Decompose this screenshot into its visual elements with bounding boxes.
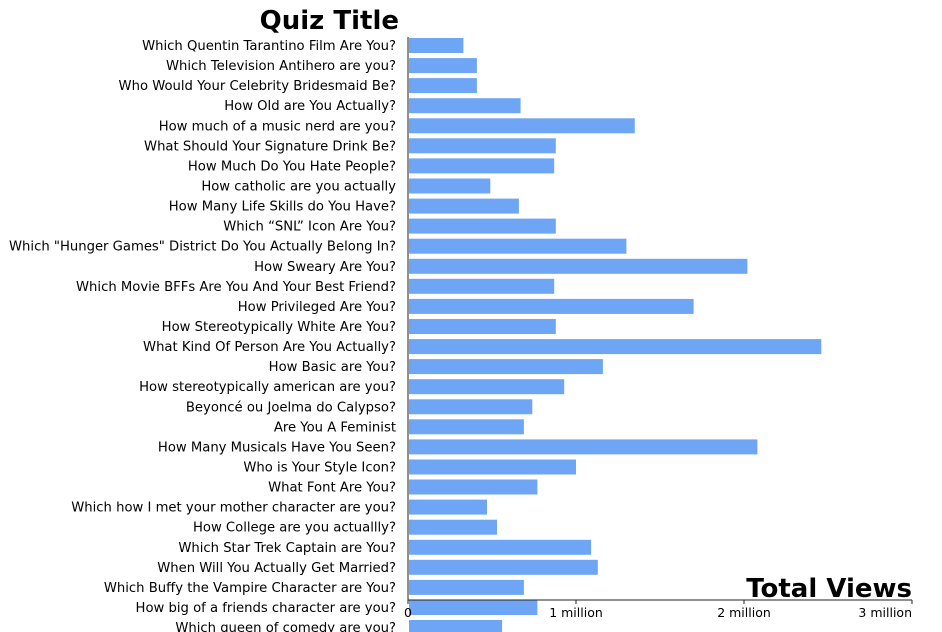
bar — [409, 580, 524, 595]
bar — [409, 78, 477, 93]
category-label: What Should Your Signature Drink Be? — [144, 139, 396, 154]
bar — [409, 219, 556, 234]
category-label: Who is Your Style Icon? — [243, 461, 396, 476]
bar — [409, 339, 821, 354]
x-tick-label: 3 million — [858, 605, 912, 620]
bar — [409, 98, 521, 113]
category-label: How College are you actuallly? — [193, 521, 396, 536]
bar — [409, 620, 502, 632]
x-tick-label: 2 million — [717, 605, 771, 620]
bar — [409, 259, 747, 274]
bar — [409, 179, 490, 194]
category-label: What Font Are You? — [268, 481, 396, 496]
chart-title: Quiz Title — [260, 6, 399, 36]
category-label: Are You A Feminist — [274, 420, 396, 435]
category-label: How Much Do You Hate People? — [188, 159, 396, 174]
category-label: How Old are You Actually? — [224, 99, 396, 114]
x-tick-label: 0 — [404, 605, 412, 620]
category-labels-group: Which Quentin Tarantino Film Are You? Whi… — [9, 39, 396, 632]
bar — [409, 379, 564, 394]
category-label: How Many Musicals Have You Seen? — [158, 440, 396, 455]
category-label: Which Buffy the Vampire Character are Yo… — [104, 581, 396, 596]
category-label: Beyoncé ou Joelma do Calypso? — [186, 399, 396, 415]
category-label: How catholic are you actually — [201, 180, 396, 195]
bar — [409, 520, 497, 535]
bar — [409, 319, 556, 334]
category-label: Which Television Antihero are you? — [166, 59, 396, 74]
bar — [409, 359, 603, 374]
bar — [409, 419, 524, 434]
bar — [409, 138, 556, 153]
bar — [409, 560, 598, 575]
category-label: Which Quentin Tarantino Film Are You? — [142, 39, 396, 54]
bar — [409, 480, 537, 495]
category-label: How Stereotypically White Are You? — [162, 320, 396, 335]
bar — [409, 600, 537, 615]
category-label: How Sweary Are You? — [254, 260, 396, 275]
category-label: Who Would Your Celebrity Bridesmaid Be? — [119, 79, 396, 94]
category-label: What Kind Of Person Are You Actually? — [143, 340, 396, 355]
bar — [409, 58, 477, 73]
bar — [409, 439, 757, 454]
category-label: Which how I met your mother character ar… — [71, 501, 396, 516]
category-label: When Will You Actually Get Married? — [157, 561, 396, 576]
bar — [409, 399, 532, 414]
bars-group — [409, 38, 821, 632]
category-label: How big of a friends character are you? — [136, 601, 396, 616]
category-label: How Many Life Skills do You Have? — [169, 200, 396, 215]
category-label: How Basic are You? — [269, 360, 396, 375]
bar — [409, 299, 694, 314]
category-label: Which “SNL” Icon Are You? — [223, 220, 396, 235]
bar — [409, 460, 576, 475]
bar — [409, 158, 554, 173]
category-label: How stereotypically american are you? — [139, 380, 396, 395]
bar — [409, 38, 463, 53]
x-axis-title: Total Views — [746, 574, 912, 604]
bar — [409, 239, 626, 254]
category-label: Which Movie BFFs Are You And Your Best F… — [76, 280, 396, 295]
bar — [409, 540, 591, 555]
category-label: Which Star Trek Captain are You? — [178, 541, 396, 556]
x-tick-label: 1 million — [549, 605, 603, 620]
category-label: Which queen of comedy are you? — [175, 621, 396, 632]
bar — [409, 118, 635, 133]
bar — [409, 500, 487, 515]
category-label: Which "Hunger Games" District Do You Act… — [9, 240, 396, 255]
bar — [409, 279, 554, 294]
bar — [409, 199, 519, 214]
category-label: How Privileged Are You? — [238, 300, 396, 315]
category-label: How much of a music nerd are you? — [159, 119, 396, 134]
